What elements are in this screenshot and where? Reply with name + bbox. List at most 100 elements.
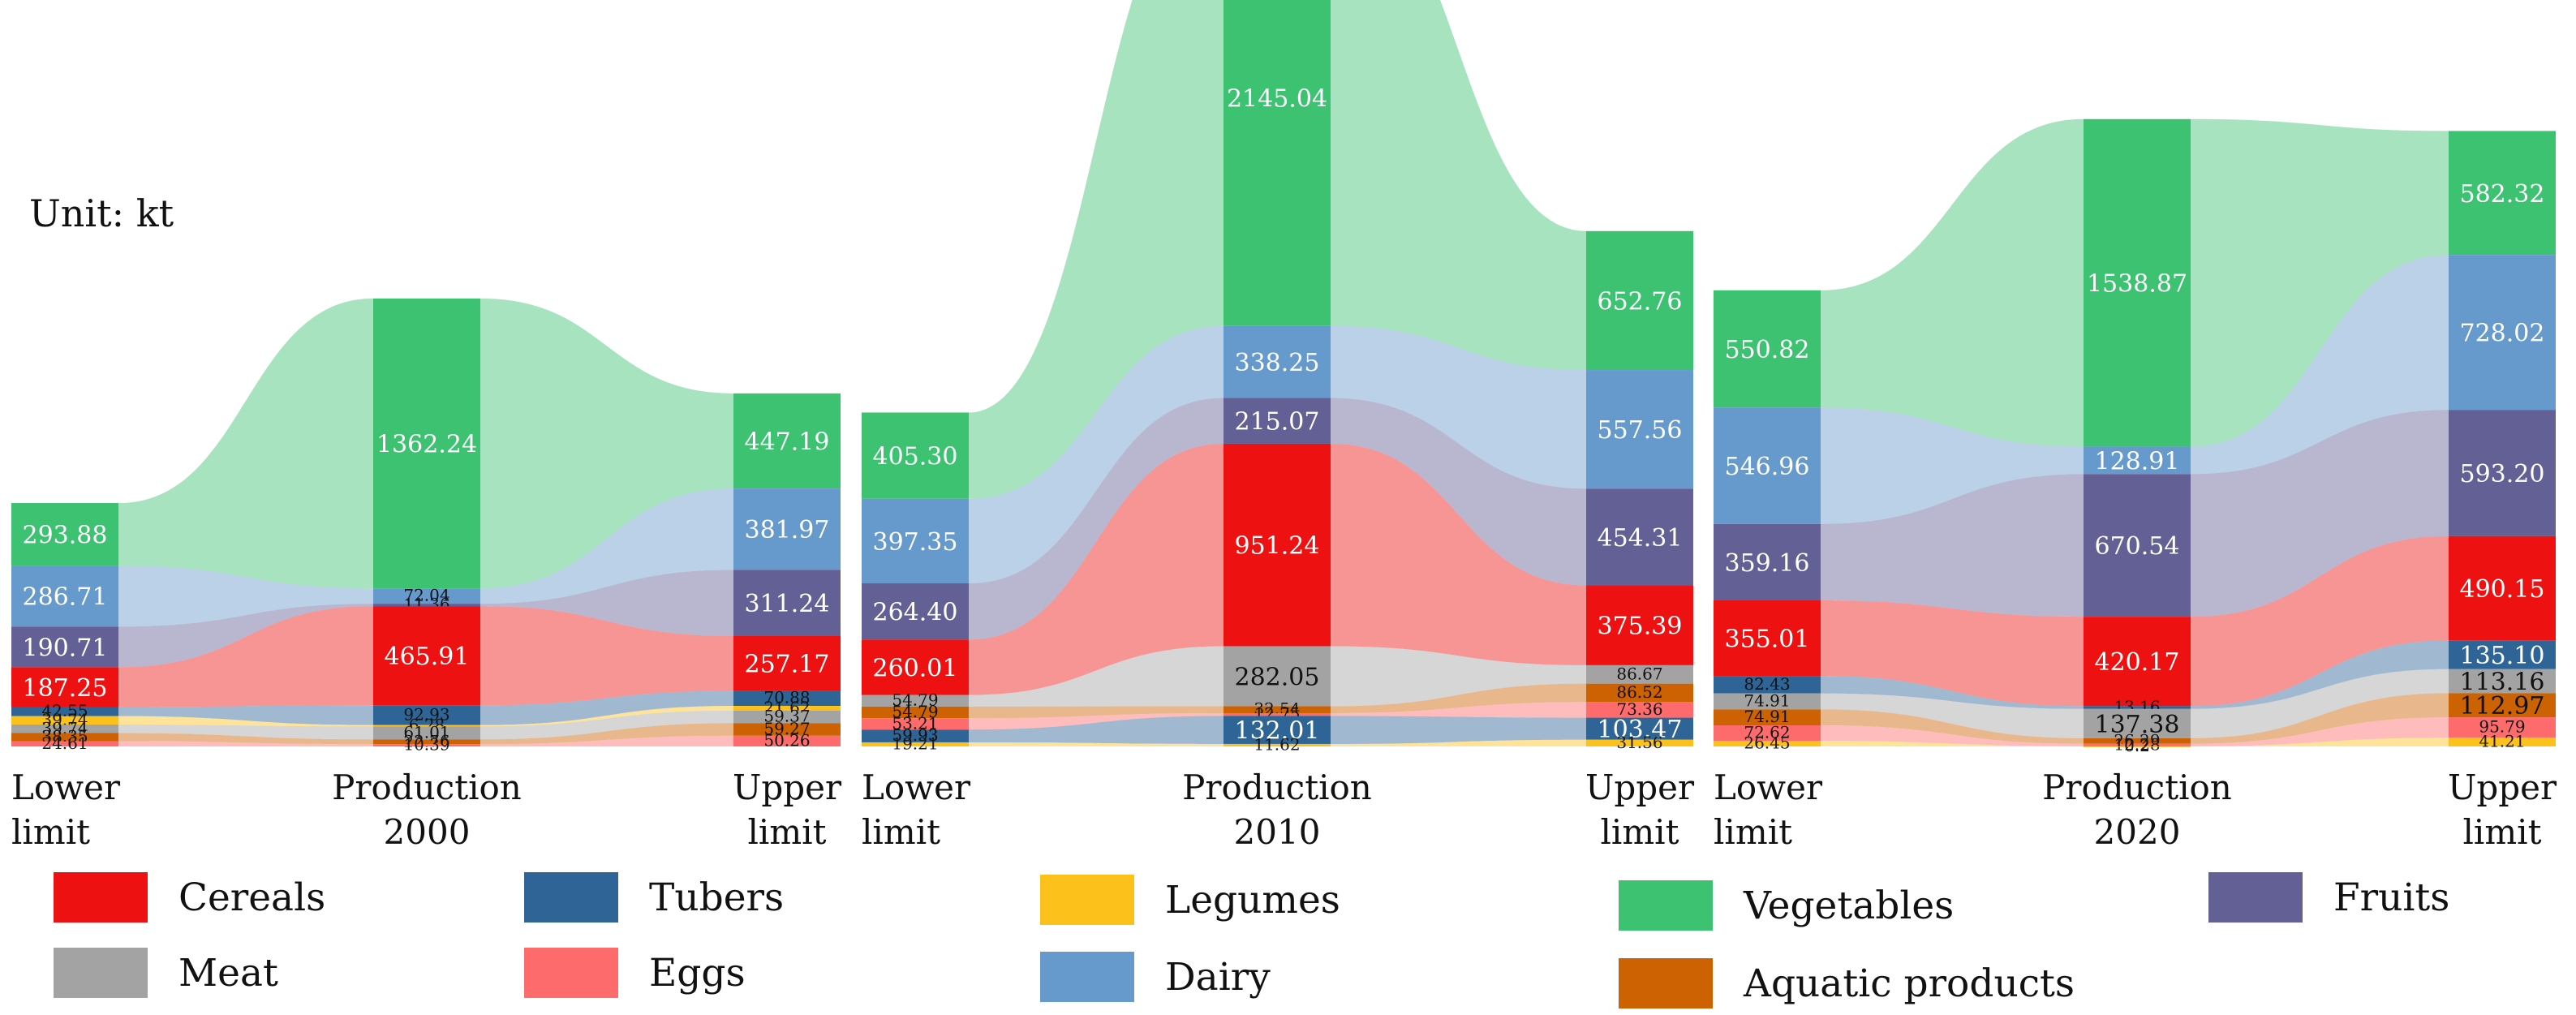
- value-label-fruits-p2-lower: 264.40: [873, 599, 958, 627]
- flow-fruits-p3-production-to-upper: [2191, 410, 2449, 617]
- value-label-tubers-p2-lower: 59.93: [892, 725, 938, 745]
- value-label-dairy-p2-upper: 557.56: [1598, 416, 1683, 445]
- bar-legumes-p1-upper: [733, 706, 841, 711]
- bar-vegetables-p3-upper: [2449, 131, 2556, 256]
- bar-meat-p2-production: [1223, 646, 1331, 707]
- value-label-aquatic-products-p1-production: 22.76: [403, 731, 449, 750]
- flow-legumes-p1-production-to-upper: [480, 706, 733, 727]
- bar-cereals-p3-lower: [1714, 600, 1821, 677]
- bar-eggs-p1-upper: [733, 735, 841, 746]
- value-label-vegetables-p1-lower: 293.88: [23, 522, 108, 550]
- bar-dairy-p1-upper: [733, 488, 841, 570]
- value-label-meat-p2-production: 282.05: [1235, 663, 1320, 691]
- bar-aquatic-products-p2-lower: [862, 706, 969, 719]
- value-label-vegetables-p3-upper: 582.32: [2460, 180, 2545, 209]
- bar-cereals-p1-upper: [733, 635, 841, 691]
- bar-eggs-p3-production: [2084, 743, 2191, 746]
- value-label-dairy-p3-upper: 728.02: [2460, 320, 2545, 348]
- flow-tubers-p2-lower-to-production: [969, 716, 1223, 744]
- flow-cereals-p1-lower-to-production: [118, 606, 373, 707]
- flow-vegetables-p1-lower-to-production: [118, 298, 373, 589]
- bar-dairy-p3-upper: [2449, 255, 2556, 411]
- bar-dairy-p1-lower: [11, 566, 118, 627]
- bar-vegetables-p2-lower: [862, 412, 969, 499]
- value-label-vegetables-p2-upper: 652.76: [1598, 287, 1683, 316]
- bar-meat-p1-upper: [733, 710, 841, 724]
- bar-tubers-p2-upper: [1586, 717, 1693, 740]
- value-label-cereals-p3-production: 420.17: [2095, 648, 2180, 677]
- value-label-vegetables-p2-production: 2145.04: [1227, 84, 1327, 113]
- column-label-p1-production-line1: Production: [332, 768, 522, 807]
- sankey-panel-1: 293.88286.71190.71187.2542.5539.7439.743…: [11, 298, 842, 852]
- flow-meat-p3-production-to-upper: [2191, 669, 2449, 738]
- bar-vegetables-p3-lower: [1714, 290, 1821, 408]
- sankey-panel-2: 405.30397.35264.40260.0154.7954.7953.215…: [862, 0, 1695, 852]
- bar-eggs-p2-upper: [1586, 702, 1693, 718]
- flow-fruits-p2-lower-to-production: [969, 398, 1223, 640]
- flow-aquatic-products-p3-lower-to-production: [1821, 709, 2084, 744]
- value-label-eggs-p1-production: 10.39: [403, 735, 449, 755]
- bar-aquatic-products-p1-production: [373, 739, 480, 745]
- bar-fruits-p3-upper: [2449, 410, 2556, 536]
- value-label-dairy-p1-lower: 286.71: [23, 583, 108, 612]
- bar-vegetables-p1-production: [373, 298, 480, 589]
- value-label-vegetables-p3-lower: 550.82: [1725, 336, 1810, 364]
- value-label-legumes-p2-production: 11.62: [1254, 734, 1300, 754]
- value-label-cereals-p1-upper: 257.17: [745, 651, 830, 679]
- value-label-tubers-p2-upper: 103.47: [1598, 716, 1683, 744]
- bar-fruits-p3-production: [2084, 474, 2191, 617]
- column-label-p1-lower-line1: Lower: [11, 768, 121, 807]
- bar-vegetables-p2-production: [1223, 0, 1331, 326]
- value-label-tubers-p2-production: 132.01: [1235, 717, 1320, 746]
- bar-vegetables-p1-upper: [733, 393, 841, 489]
- bar-tubers-p1-upper: [733, 690, 841, 707]
- column-label-p3-lower-line1: Lower: [1714, 768, 1823, 807]
- bar-aquatic-products-p2-production: [1223, 706, 1331, 713]
- value-label-aquatic-products-p3-lower: 74.91: [1744, 707, 1790, 726]
- bar-meat-p3-lower: [1714, 693, 1821, 710]
- value-label-legumes-p3-production: 0.2: [2124, 736, 2150, 755]
- value-label-aquatic-products-p2-upper: 86.52: [1616, 682, 1662, 702]
- value-label-meat-p2-lower: 54.79: [892, 690, 938, 710]
- value-label-meat-p3-upper: 113.16: [2460, 669, 2545, 697]
- value-label-cereals-p3-lower: 355.01: [1725, 626, 1810, 654]
- value-label-vegetables-p1-production: 1362.24: [376, 431, 477, 459]
- bar-tubers-p2-lower: [862, 729, 969, 742]
- column-label-p2-lower-line2: limit: [862, 812, 940, 852]
- value-label-aquatic-products-p3-upper: 112.97: [2460, 692, 2545, 720]
- column-label-p2-production-line2: 2010: [1234, 812, 1321, 852]
- bar-dairy-p1-production: [373, 588, 480, 604]
- flows-panel-3: [1821, 118, 2449, 746]
- bar-tubers-p3-production: [2084, 706, 2191, 709]
- bar-aquatic-products-p2-upper: [1586, 683, 1693, 703]
- flow-tubers-p1-production-to-upper: [480, 690, 733, 725]
- flow-dairy-p2-production-to-upper: [1331, 325, 1586, 489]
- flow-cereals-p1-production-to-upper: [480, 606, 733, 706]
- flow-vegetables-p3-lower-to-production: [1821, 118, 2084, 447]
- column-label-p1-production-line2: 2000: [384, 812, 471, 852]
- bar-cereals-p2-production: [1223, 443, 1331, 647]
- sankey-panel-3: 550.82546.96359.16355.0182.4374.9174.917…: [1714, 118, 2557, 852]
- value-label-fruits-p3-production: 670.54: [2095, 532, 2180, 561]
- value-label-dairy-p1-production: 72.04: [403, 586, 449, 605]
- bar-tubers-p3-lower: [1714, 676, 1821, 694]
- unit-label: Unit: kt: [29, 191, 174, 235]
- bar-tubers-p2-production: [1223, 716, 1331, 744]
- bar-eggs-p1-production: [373, 744, 480, 746]
- bar-cereals-p1-production: [373, 606, 480, 706]
- bar-eggs-p2-production: [1223, 712, 1331, 716]
- flow-fruits-p3-lower-to-production: [1821, 474, 2084, 617]
- bar-meat-p2-lower: [862, 695, 969, 707]
- bar-vegetables-p1-lower: [11, 503, 118, 566]
- flows-panel-1: [118, 298, 733, 746]
- flow-fruits-p1-lower-to-production: [118, 604, 373, 668]
- flow-dairy-p3-lower-to-production: [1821, 407, 2084, 524]
- flow-fruits-p2-production-to-upper: [1331, 398, 1586, 586]
- flow-eggs-p3-production-to-upper: [2191, 717, 2449, 746]
- flow-eggs-p1-production-to-upper: [480, 735, 733, 746]
- value-label-fruits-p3-lower: 359.16: [1725, 549, 1810, 578]
- value-label-meat-p3-production: 137.38: [2095, 711, 2180, 739]
- value-label-fruits-p3-upper: 593.20: [2460, 460, 2545, 488]
- column-label-p2-upper-line1: Upper: [1585, 768, 1695, 807]
